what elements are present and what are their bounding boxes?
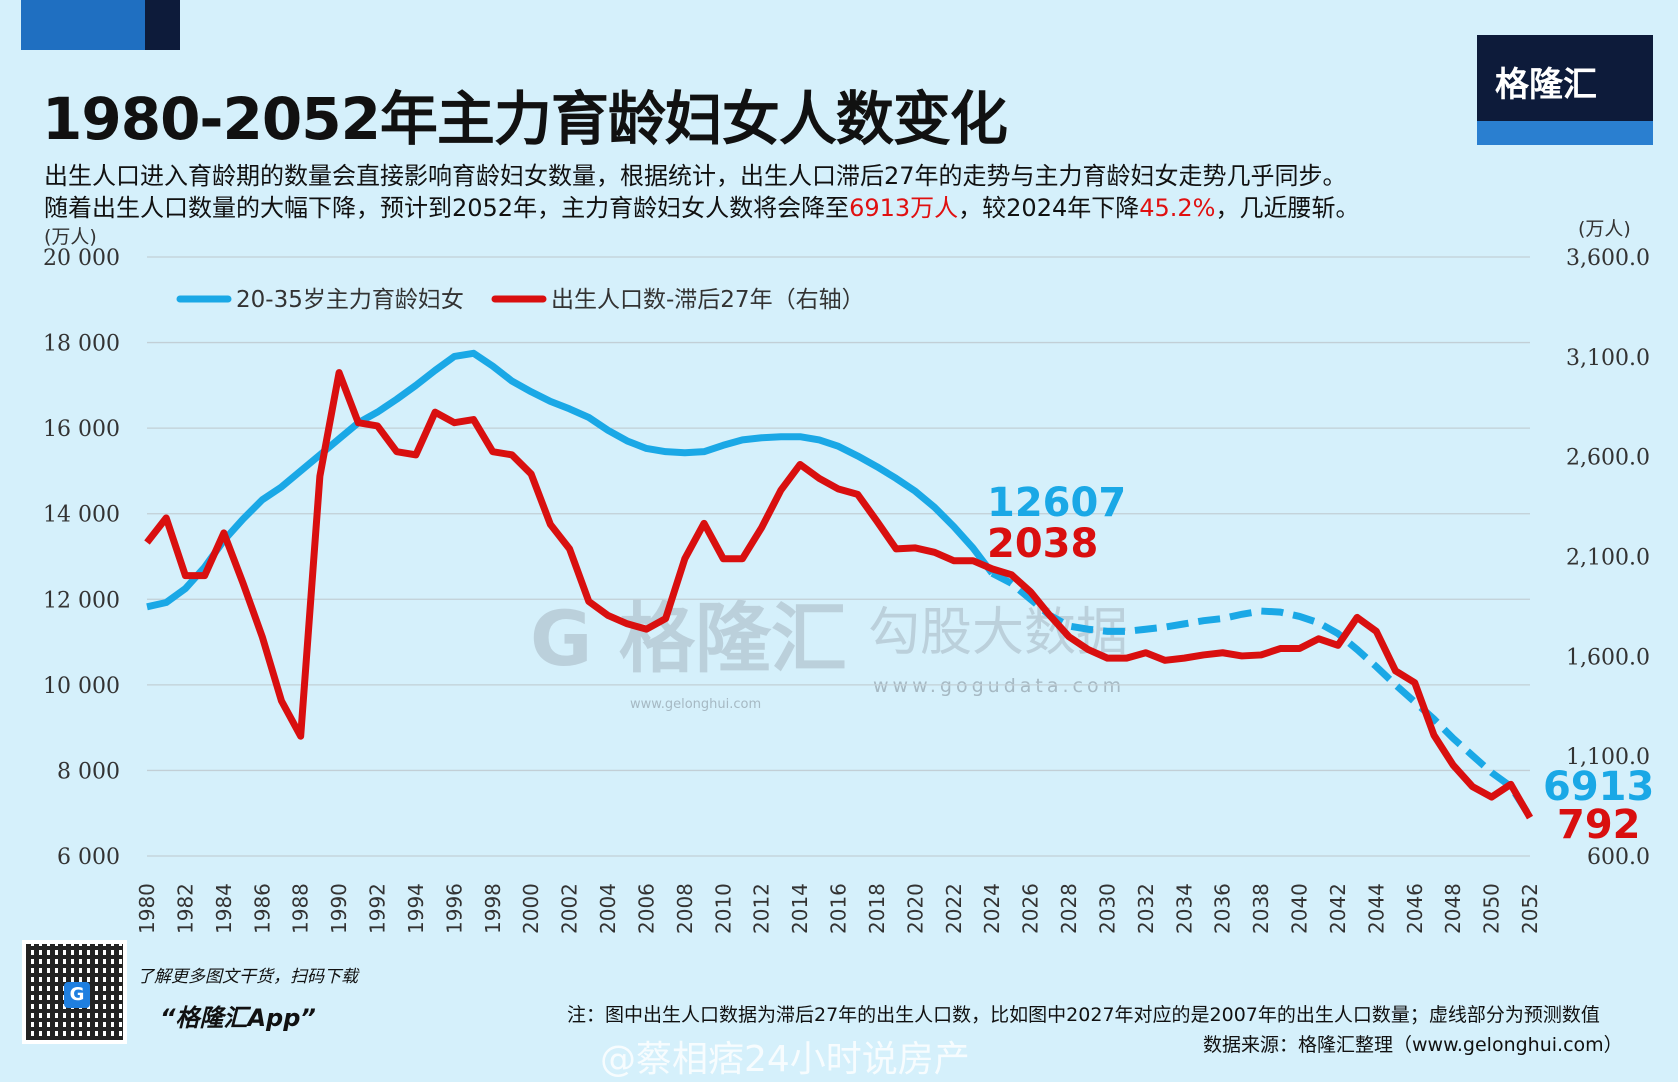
x-tick-label: 2050 bbox=[1480, 883, 1504, 934]
x-tick-label: 1982 bbox=[173, 883, 197, 934]
app-name: “格隆汇App” bbox=[160, 1004, 316, 1032]
data-label: 6913 bbox=[1543, 764, 1654, 810]
x-tick-label: 2040 bbox=[1288, 883, 1312, 934]
data-label: 2038 bbox=[987, 521, 1098, 567]
highlight-value: 6913万人 bbox=[849, 194, 959, 222]
right-tick-label: 3,600.0 bbox=[1566, 246, 1650, 271]
watermark-gelonghui: G 格隆汇 bbox=[530, 594, 847, 683]
data-label: 12607 bbox=[987, 480, 1126, 526]
x-tick-label: 2008 bbox=[673, 883, 697, 934]
left-axis-unit: (万人) bbox=[44, 226, 97, 248]
series-line-women-actual bbox=[146, 349, 995, 611]
x-tick-label: 2014 bbox=[788, 883, 812, 934]
left-tick-label: 6 000 bbox=[57, 845, 120, 870]
logo-text: 格隆汇 bbox=[1495, 65, 1597, 105]
data-label: 792 bbox=[1557, 802, 1641, 848]
left-tick-label: 14 000 bbox=[43, 503, 120, 528]
x-tick-label: 2052 bbox=[1518, 883, 1542, 934]
x-tick-label: 1984 bbox=[212, 883, 236, 934]
x-tick-label: 2030 bbox=[1095, 883, 1119, 934]
x-tick-label: 2022 bbox=[942, 883, 966, 934]
x-tick-label: 2004 bbox=[596, 883, 620, 934]
x-tick-label: 2028 bbox=[1057, 883, 1081, 934]
x-tick-label: 2000 bbox=[519, 883, 543, 934]
x-tick-label: 1980 bbox=[135, 883, 159, 934]
x-tick-label: 2034 bbox=[1172, 883, 1196, 934]
data-source: 数据来源：格隆汇整理（www.gelonghui.com） bbox=[1203, 1034, 1623, 1056]
right-tick-label: 1,600.0 bbox=[1566, 645, 1650, 670]
right-tick-label: 600.0 bbox=[1587, 845, 1650, 870]
title-accent-bar bbox=[21, 0, 180, 50]
x-tick-label: 2016 bbox=[827, 883, 851, 934]
x-tick-label: 2010 bbox=[711, 883, 735, 934]
x-tick-label: 1998 bbox=[481, 883, 505, 934]
left-tick-label: 20 000 bbox=[43, 246, 120, 271]
right-tick-label: 2,600.0 bbox=[1566, 446, 1650, 471]
x-tick-label: 2046 bbox=[1403, 883, 1427, 934]
x-tick-label: 2038 bbox=[1249, 883, 1273, 934]
highlight-percent: 45.2% bbox=[1139, 194, 1216, 222]
left-tick-label: 18 000 bbox=[43, 332, 120, 357]
x-tick-label: 1990 bbox=[327, 883, 351, 934]
x-tick-label: 2006 bbox=[634, 883, 658, 934]
gelonghui-logo: 格隆汇 bbox=[1477, 35, 1653, 145]
page-title: 1980-2052年主力育龄妇女人数变化 bbox=[42, 85, 1008, 153]
left-tick-label: 10 000 bbox=[43, 674, 120, 699]
x-tick-label: 1992 bbox=[366, 883, 390, 934]
legend-label: 20-35岁主力育龄妇女 bbox=[236, 287, 464, 313]
weibo-watermark: @蔡相痞24小时说房产 bbox=[600, 1039, 970, 1080]
x-tick-label: 2032 bbox=[1134, 883, 1158, 934]
left-tick-label: 12 000 bbox=[43, 588, 120, 613]
chart-note: 注：图中出生人口数据为滞后27年的出生人口数，比如图中2027年对应的是2007… bbox=[567, 1004, 1600, 1026]
watermark-gogu-url: www.gogudata.com bbox=[873, 675, 1125, 697]
legend-label: 出生人口数-滞后27年（右轴） bbox=[551, 287, 865, 313]
right-tick-label: 3,100.0 bbox=[1566, 346, 1650, 371]
qr-code[interactable]: G bbox=[22, 940, 127, 1044]
watermark-gogu: 勾股大数据 bbox=[868, 603, 1128, 663]
x-tick-label: 2042 bbox=[1326, 883, 1350, 934]
x-tick-label: 1986 bbox=[250, 883, 274, 934]
x-tick-label: 2048 bbox=[1441, 883, 1465, 934]
x-tick-label: 2018 bbox=[865, 883, 889, 934]
x-tick-label: 1988 bbox=[289, 883, 313, 934]
x-tick-label: 2012 bbox=[750, 883, 774, 934]
promo-text: 了解更多图文干货，扫码下载 bbox=[137, 967, 358, 987]
right-tick-label: 1,100.0 bbox=[1566, 745, 1650, 770]
x-tick-label: 1996 bbox=[442, 883, 466, 934]
x-tick-label: 2024 bbox=[980, 883, 1004, 934]
x-tick-label: 1994 bbox=[404, 883, 428, 934]
x-tick-label: 2036 bbox=[1211, 883, 1235, 934]
x-tick-label: 2020 bbox=[903, 883, 927, 934]
left-tick-label: 8 000 bbox=[57, 759, 120, 784]
right-tick-label: 2,100.0 bbox=[1566, 546, 1650, 571]
subtitle-line-1: 出生人口进入育龄期的数量会直接影响育龄妇女数量，根据统计，出生人口滞后27年的走… bbox=[44, 162, 1347, 190]
series-line-births bbox=[144, 369, 1534, 820]
left-tick-label: 16 000 bbox=[43, 417, 120, 442]
subtitle-line-2: 随着出生人口数量的大幅下降，预计到2052年，主力育龄妇女人数将会降至6913万… bbox=[44, 194, 1360, 222]
x-tick-label: 2002 bbox=[558, 883, 582, 934]
x-tick-label: 2044 bbox=[1364, 883, 1388, 934]
x-tick-label: 2026 bbox=[1019, 883, 1043, 934]
right-axis-unit: (万人) bbox=[1578, 218, 1631, 240]
watermark-gelonghui-url: www.gelonghui.com bbox=[630, 697, 761, 712]
series-line-women-forecast bbox=[990, 570, 1533, 819]
